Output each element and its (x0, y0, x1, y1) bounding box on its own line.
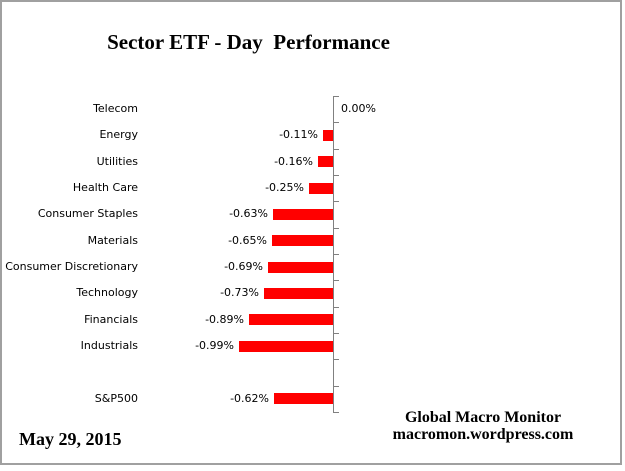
attribution-source: Global Macro Monitor (404, 409, 562, 426)
axis-tick (333, 280, 339, 281)
category-label: Industrials (80, 339, 138, 352)
attribution-block: Global Macro Monitor macromon.wordpress.… (363, 409, 603, 443)
data-label: -0.63% (229, 207, 268, 220)
category-label: S&P500 (94, 392, 138, 405)
data-bar (249, 314, 333, 325)
category-label: Utilities (96, 155, 138, 168)
data-bar (323, 130, 333, 141)
attribution-url: macromon.wordpress.com (392, 426, 574, 443)
data-label: -0.73% (220, 286, 259, 299)
date-label: May 29, 2015 (19, 429, 122, 449)
data-bar (318, 156, 333, 167)
data-label: -0.25% (265, 181, 304, 194)
chart-title: Sector ETF - Day Performance (107, 30, 390, 54)
axis-tick (333, 412, 339, 413)
category-label: Materials (87, 234, 138, 247)
category-label: Telecom (93, 102, 138, 115)
axis-tick (333, 386, 339, 387)
axis-tick (333, 201, 339, 202)
category-label: Consumer Discretionary (5, 260, 138, 273)
data-label: -0.99% (195, 339, 234, 352)
axis-tick (333, 333, 339, 334)
category-label: Energy (99, 128, 138, 141)
category-label: Technology (76, 286, 138, 299)
category-label: Health Care (72, 181, 138, 194)
data-label: 0.00% (341, 102, 376, 115)
data-bar (239, 341, 333, 352)
data-bar (264, 288, 333, 299)
axis-tick (333, 228, 339, 229)
data-label: -0.62% (230, 392, 269, 405)
axis-tick (333, 149, 339, 150)
data-label: -0.89% (205, 313, 244, 326)
axis-tick (333, 307, 339, 308)
data-label: -0.11% (279, 128, 318, 141)
data-bar (273, 209, 333, 220)
data-bar (274, 393, 333, 404)
data-bar (268, 262, 333, 273)
category-label: Financials (84, 313, 138, 326)
axis-tick (333, 122, 339, 123)
category-label: Consumer Staples (37, 207, 138, 220)
axis-tick (333, 254, 339, 255)
data-label: -0.16% (274, 155, 313, 168)
axis-tick (333, 96, 339, 97)
data-bar (272, 235, 333, 246)
data-label: -0.65% (228, 234, 267, 247)
data-bar (309, 183, 333, 194)
axis-tick (333, 175, 339, 176)
data-label: -0.69% (224, 260, 263, 273)
axis-tick (333, 359, 339, 360)
